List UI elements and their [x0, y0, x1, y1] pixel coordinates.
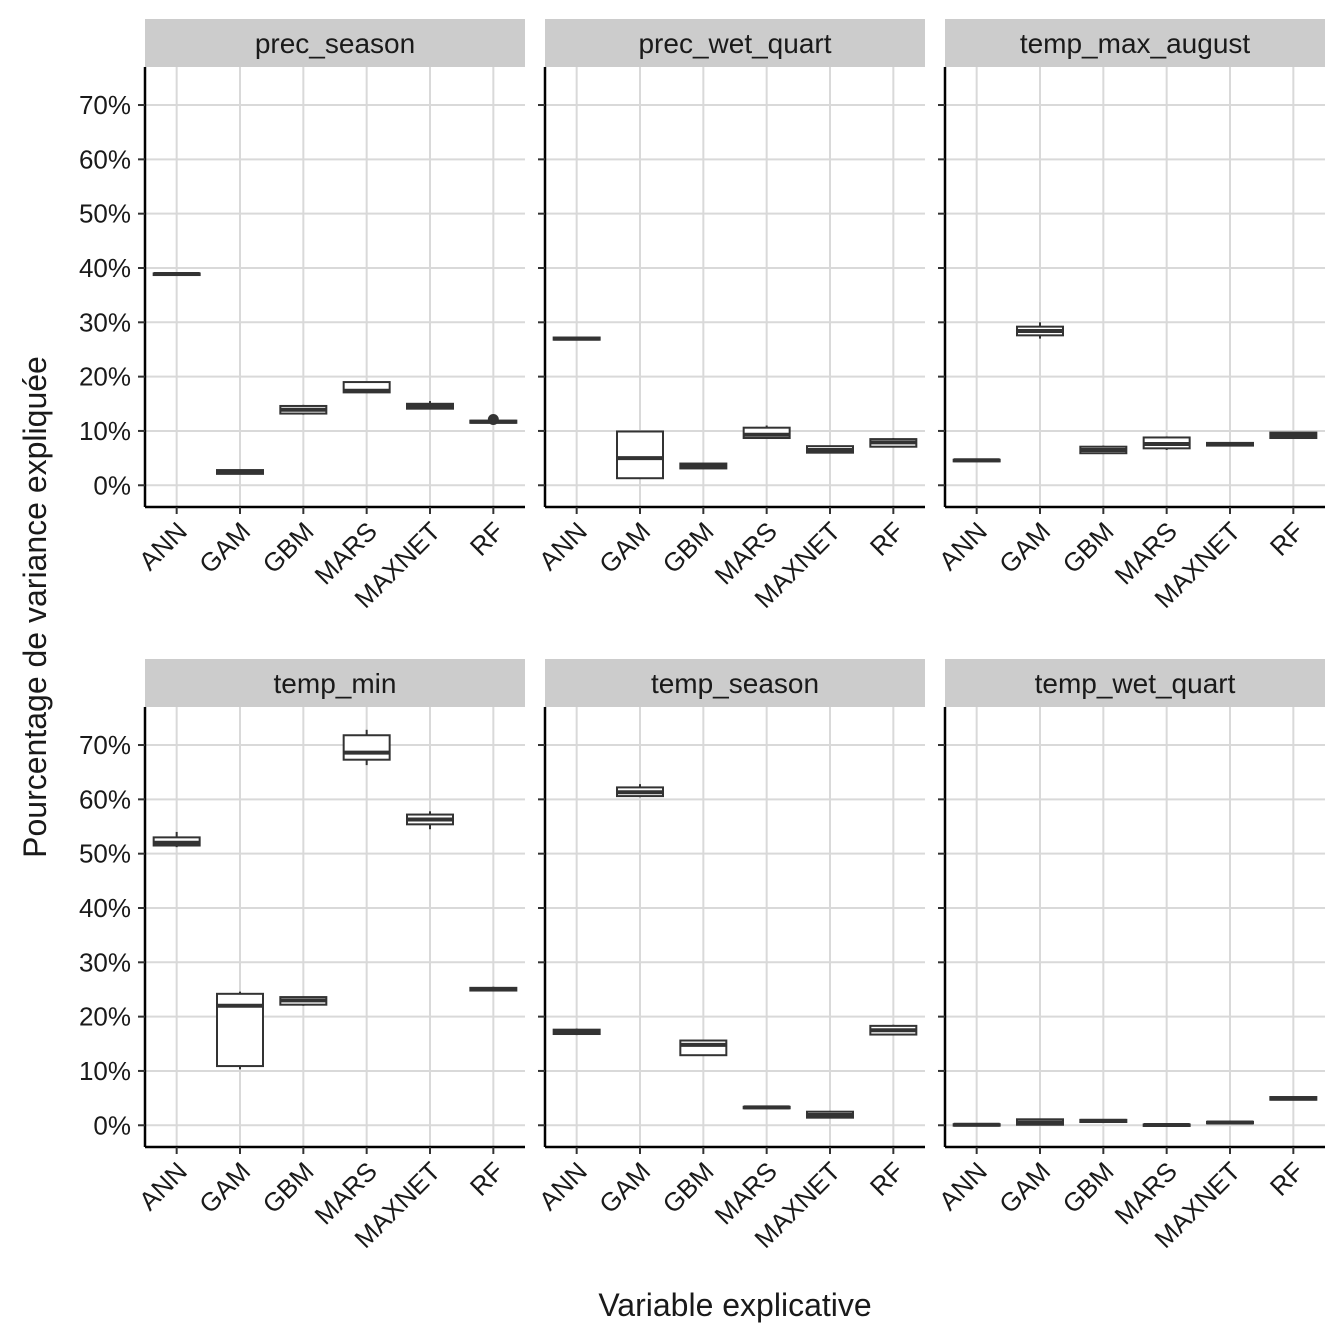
y-tick-label: 70%: [79, 90, 131, 120]
y-tick-label: 60%: [79, 144, 131, 174]
y-tick-label: 50%: [79, 839, 131, 869]
panel-prec-season: prec_season 0% 10% 20% 30% 40% 50% 60% 70% ANN GAM…: [79, 19, 525, 614]
y-tick-label: 50%: [79, 199, 131, 229]
x-tick-label: GAM: [193, 516, 256, 579]
x-tick-label: RF: [1264, 516, 1310, 562]
box-maxnet: [806, 1110, 854, 1119]
x-tick-label: RF: [864, 516, 910, 562]
panel-strip: [145, 659, 525, 707]
box-gbm: [679, 462, 728, 470]
y-tick-label: 10%: [79, 1056, 131, 1086]
panel-strip-label: prec_season: [255, 28, 415, 59]
x-tick-label: GAM: [193, 1156, 256, 1219]
y-tick-label: 30%: [79, 307, 131, 337]
box-iqr: [679, 1039, 728, 1057]
box-ann: [152, 831, 201, 848]
x-tick-label: ANN: [533, 516, 593, 576]
outlier-point: [487, 414, 499, 426]
box-mars: [1142, 436, 1191, 450]
box-maxnet: [406, 811, 454, 830]
box-rf: [869, 438, 918, 448]
box-gam: [616, 784, 664, 798]
y-axis-title: Pourcentage de variance expliquée: [17, 356, 53, 858]
x-tick-label: RF: [464, 516, 510, 562]
y-tick-label: 0%: [93, 470, 131, 500]
box-gbm: [679, 1039, 728, 1057]
x-tick-label: GAM: [593, 516, 656, 579]
box-rf: [469, 414, 518, 426]
box-ann: [152, 271, 201, 277]
box-mars: [742, 1105, 791, 1110]
box-gam: [616, 430, 664, 480]
box-mars: [742, 425, 791, 440]
box-iqr: [342, 734, 391, 761]
box-gbm: [1079, 445, 1128, 455]
panel-strip: [545, 659, 925, 707]
y-tick-label: 60%: [79, 784, 131, 814]
box-ann: [552, 1028, 601, 1036]
x-tick-label: ANN: [933, 1156, 993, 1216]
box-ann: [952, 1122, 1001, 1127]
x-axis-title: Variable explicative: [598, 1287, 871, 1323]
box-mars: [342, 381, 391, 394]
x-tick-label: ANN: [133, 1156, 193, 1216]
x-tick-label: RF: [464, 1156, 510, 1202]
x-tick-label: RF: [864, 1156, 910, 1202]
box-gam: [1016, 1118, 1064, 1126]
x-tick-label: ANN: [933, 516, 993, 576]
y-tick-label: 40%: [79, 253, 131, 283]
y-tick-label: 10%: [79, 416, 131, 446]
box-ann: [952, 458, 1001, 463]
x-tick-label: GAM: [993, 516, 1056, 579]
box-maxnet: [1206, 1120, 1254, 1125]
x-tick-label: ANN: [533, 1156, 593, 1216]
box-gam: [216, 991, 264, 1070]
box-rf: [469, 986, 518, 992]
box-rf: [869, 1024, 918, 1036]
y-tick-label: 30%: [79, 947, 131, 977]
y-tick-label: 20%: [79, 362, 131, 392]
x-tick-label: RF: [1264, 1156, 1310, 1202]
panel-strip: [945, 659, 1325, 707]
y-tick-label: 0%: [93, 1110, 131, 1140]
x-tick-label: GAM: [993, 1156, 1056, 1219]
box-gam: [216, 469, 264, 475]
box-maxnet: [406, 401, 454, 410]
box-ann: [552, 336, 601, 341]
panel-strip-label: prec_wet_quart: [638, 28, 831, 59]
panel-strip-label: temp_season: [651, 668, 819, 699]
box-gam: [1016, 322, 1064, 339]
panel-strip-label: temp_min: [274, 668, 397, 699]
panel-strip: [945, 19, 1325, 67]
box-mars: [342, 729, 391, 766]
box-gbm: [1079, 1118, 1128, 1124]
box-iqr: [616, 430, 664, 480]
y-tick-label: 70%: [79, 730, 131, 760]
box-rf: [1269, 1096, 1318, 1101]
box-maxnet: [1206, 441, 1254, 447]
x-tick-label: GAM: [593, 1156, 656, 1219]
y-tick-label: 40%: [79, 893, 131, 923]
panel-strip-label: temp_max_august: [1020, 28, 1251, 59]
box-gbm: [279, 996, 328, 1006]
panel-strip: [145, 19, 525, 67]
panel-strip-label: temp_wet_quart: [1035, 668, 1236, 699]
box-mars: [1142, 1123, 1191, 1127]
box-gbm: [279, 404, 328, 415]
x-tick-label: ANN: [133, 516, 193, 576]
box-maxnet: [806, 445, 854, 454]
box-rf: [1269, 431, 1318, 440]
panel-strip: [545, 19, 925, 67]
y-tick-label: 20%: [79, 1002, 131, 1032]
